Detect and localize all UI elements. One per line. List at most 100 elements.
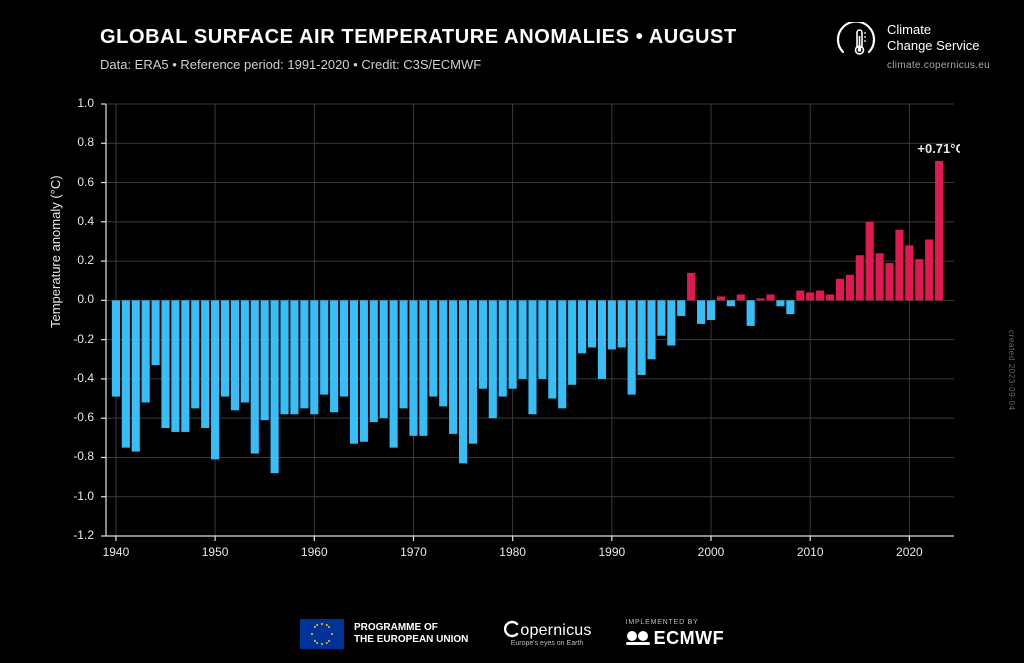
- eu-text-1: PROGRAMME OF: [354, 622, 468, 634]
- bar: [310, 300, 318, 414]
- bar: [737, 294, 745, 300]
- bar: [499, 300, 507, 396]
- callout-label: +0.71°C: [917, 141, 960, 156]
- bar: [509, 300, 517, 388]
- footer: PROGRAMME OF THE EUROPEAN UNION opernicu…: [0, 619, 1024, 649]
- bar: [132, 300, 140, 451]
- y-tick-label: 0.2: [56, 253, 94, 267]
- y-tick-label: 1.0: [56, 96, 94, 110]
- bar: [796, 291, 804, 301]
- bar: [271, 300, 279, 473]
- chart-title: GLOBAL SURFACE AIR TEMPERATURE ANOMALIES…: [100, 26, 844, 49]
- ecmwf-logo: ECMWF: [626, 628, 724, 649]
- bar: [667, 300, 675, 345]
- bar: [707, 300, 715, 320]
- bar: [261, 300, 269, 420]
- brand-block: Climate Change Service climate.copernicu…: [835, 22, 990, 71]
- bar: [846, 275, 854, 301]
- bar: [608, 300, 616, 349]
- svg-text:1970: 1970: [400, 545, 427, 559]
- y-tick-label: -1.2: [56, 528, 94, 542]
- bar: [251, 300, 259, 453]
- copernicus-word: opernicus: [520, 622, 591, 639]
- svg-text:1940: 1940: [103, 545, 130, 559]
- bar: [876, 253, 884, 300]
- bar: [677, 300, 685, 316]
- bar: [697, 300, 705, 324]
- bar: [181, 300, 189, 432]
- bar: [638, 300, 646, 375]
- bar: [717, 296, 725, 300]
- bar: [925, 239, 933, 300]
- bar: [766, 294, 774, 300]
- thermometer-icon: [835, 22, 877, 64]
- y-tick-label: 0.8: [56, 135, 94, 149]
- bar: [826, 294, 834, 300]
- svg-text:1990: 1990: [598, 545, 625, 559]
- bar: [628, 300, 636, 394]
- bar: [489, 300, 497, 418]
- bar: [727, 300, 735, 306]
- bar: [568, 300, 576, 384]
- bar: [350, 300, 358, 443]
- svg-text:2010: 2010: [797, 545, 824, 559]
- copernicus-tagline: Europe's eyes on Earth: [511, 638, 584, 649]
- bar: [142, 300, 150, 402]
- y-tick-label: 0.6: [56, 175, 94, 189]
- bar: [370, 300, 378, 422]
- y-tick-label: -0.8: [56, 449, 94, 463]
- bar: [191, 300, 199, 408]
- y-tick-label: -1.0: [56, 489, 94, 503]
- bar: [112, 300, 120, 396]
- bar: [201, 300, 209, 428]
- bar: [122, 300, 130, 447]
- copernicus-block: opernicus Europe's eyes on Earth: [502, 620, 591, 649]
- brand-url: climate.copernicus.eu: [887, 60, 990, 71]
- bar: [449, 300, 457, 434]
- ecmwf-word: ECMWF: [654, 628, 724, 649]
- bar: [211, 300, 219, 459]
- bar: [469, 300, 477, 443]
- y-tick-label: 0.0: [56, 292, 94, 306]
- bar: [866, 222, 874, 301]
- bar: [776, 300, 784, 306]
- chart-subtitle: Data: ERA5 • Reference period: 1991-2020…: [100, 57, 844, 72]
- bar: [300, 300, 308, 408]
- bar: [747, 300, 755, 326]
- bar: [935, 161, 943, 300]
- svg-text:1980: 1980: [499, 545, 526, 559]
- bar: [885, 263, 893, 300]
- ecmwf-icon: [626, 630, 650, 648]
- bar: [856, 255, 864, 300]
- bar: [419, 300, 427, 435]
- bar: [360, 300, 368, 441]
- bar: [657, 300, 665, 335]
- brand-line1: Climate: [887, 22, 990, 38]
- plot-area: 194019501960197019801990200020102020+0.7…: [100, 96, 960, 564]
- eu-text-2: THE EUROPEAN UNION: [354, 634, 468, 646]
- bar: [578, 300, 586, 353]
- bar: [409, 300, 417, 435]
- bar: [757, 298, 765, 300]
- bar: [816, 291, 824, 301]
- ecmwf-block: IMPLEMENTED BY ECMWF: [626, 619, 724, 649]
- page: GLOBAL SURFACE AIR TEMPERATURE ANOMALIES…: [0, 0, 1024, 663]
- bar: [479, 300, 487, 388]
- y-tick-label: 0.4: [56, 214, 94, 228]
- bar: [905, 245, 913, 300]
- bar: [241, 300, 249, 402]
- brand-line2: Change Service: [887, 38, 990, 54]
- bar: [538, 300, 546, 379]
- implemented-by-label: IMPLEMENTED BY: [626, 619, 724, 626]
- y-tick-label: -0.4: [56, 371, 94, 385]
- bar: [390, 300, 398, 447]
- bar: [618, 300, 626, 347]
- bar: [161, 300, 169, 428]
- eu-flag-icon: [300, 619, 344, 649]
- bar: [588, 300, 596, 347]
- bar-chart: 194019501960197019801990200020102020+0.7…: [100, 96, 960, 564]
- bar: [518, 300, 526, 379]
- bar: [231, 300, 239, 410]
- svg-text:1950: 1950: [202, 545, 229, 559]
- bar: [399, 300, 407, 408]
